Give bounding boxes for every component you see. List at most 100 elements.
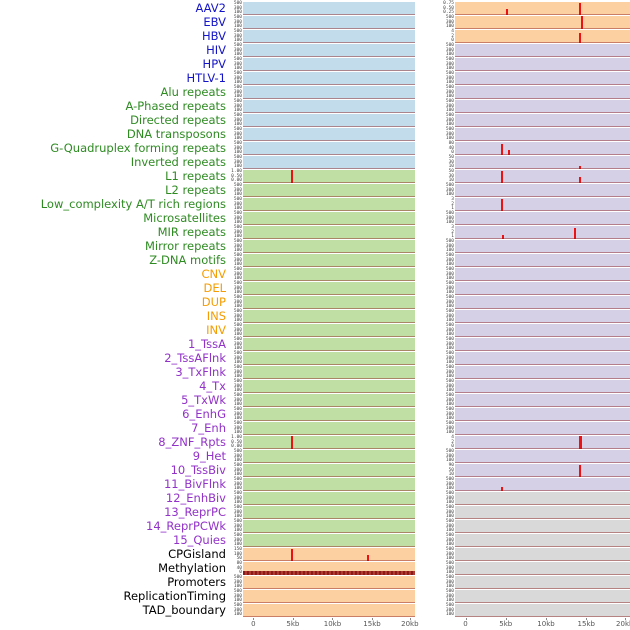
column-gap [415,478,441,491]
track-row-ins: INS 500 300 100 500 300 100 [0,309,630,323]
y-axis-right: 50 30 10 [441,169,455,183]
column-gap [415,380,441,393]
y-tick-label: 100 [233,416,242,421]
x-tick-label: 15kb [363,620,381,628]
y-tick-label: 300 [233,383,242,389]
column-gap [415,184,441,197]
y-tick-label: 500 [445,337,454,342]
y-axis-left: 1.00 0.50 0.00 [231,169,243,183]
signal-spike [579,33,582,43]
row-label: Mirror repeats [144,240,226,253]
column-gap [415,2,441,15]
x-tick-label: 10kb [537,620,555,628]
column-gap [415,408,441,421]
y-tick-label: 300 [445,481,454,487]
track-panel-right [455,380,630,393]
signal-spike [505,8,508,15]
y-tick-label: 100 [233,472,242,477]
y-tick-label: 100 [233,458,242,463]
column-gap [415,58,441,71]
y-tick-label: 100 [445,416,454,421]
y-axis-right: 500 300 100 [441,85,455,99]
y-tick-label: 300 [445,75,454,81]
y-tick-label: 300 [445,607,454,613]
y-tick-label: 1 [451,206,454,211]
track-panel-right [455,30,630,43]
y-tick-label: 100 [233,332,242,337]
y-tick-label: 300 [233,117,242,123]
y-tick-label: 100 [445,346,454,351]
y-axis-right: 500 300 100 [441,99,455,113]
track-panel-left [243,268,415,281]
y-axis-left: 500 300 100 [231,351,243,365]
y-tick-label: 100 [233,290,242,295]
axis-tick [586,618,588,620]
y-axis-left: 500 300 100 [231,253,243,267]
y-tick-label: 500 [445,477,454,482]
track-panel-left [243,184,415,197]
y-axis-left: 500 300 100 [231,15,243,29]
track-row-mirror-repeats: Mirror repeats 500 300 100 500 300 100 [0,239,630,253]
track-panel-right [455,240,630,253]
y-tick-label: 500 [233,505,242,510]
track-panel-left [243,114,415,127]
y-tick-label: 500 [233,99,242,104]
y-tick-label: 100 [233,10,242,15]
column-gap [415,394,441,407]
y-tick-label: 500 [233,85,242,90]
y-tick-label: 500 [233,463,242,468]
track-panel-left [243,562,415,575]
track-row-dup: DUP 500 300 100 500 300 100 [0,295,630,309]
y-tick-label: 100 [233,192,242,197]
track-row-3-txflnk: 3_TxFlnk 500 300 100 500 300 100 [0,365,630,379]
y-tick-label: 300 [445,369,454,375]
y-tick-label: 2 [451,229,454,235]
row-label: G-Quadruplex forming repeats [50,142,226,155]
track-panel-right [455,128,630,141]
row-label: MIR repeats [157,226,226,239]
column-gap [415,156,441,169]
row-label: Promoters [167,576,226,589]
column-gap [415,128,441,141]
y-tick-label: 100 [233,24,242,29]
y-tick-label: 100 [445,66,454,71]
y-tick-label: 500 [233,323,242,328]
y-tick-label: 100 [233,542,242,547]
y-tick-label: 300 [233,355,242,361]
y-tick-label: 500 [233,197,242,202]
y-tick-label: 300 [233,131,242,137]
track-panel-left [243,394,415,407]
track-panel-right [455,548,630,561]
track-panel-left [243,576,415,589]
y-axis-left: 500 300 100 [231,29,243,43]
track-row-6-enhg: 6_EnhG 500 300 100 500 300 100 [0,407,630,421]
y-tick-label: 500 [445,519,454,524]
y-axis-right: 500 300 100 [441,575,455,589]
track-panel-left [243,2,415,15]
y-axis-left: 500 300 100 [231,379,243,393]
signal-spike [500,143,503,155]
y-tick-label: 500 [233,211,242,216]
track-panel-left [243,72,415,85]
y-tick-label: 100 [445,248,454,253]
y-tick-label: 100 [445,584,454,589]
y-tick-label: 300 [233,257,242,263]
y-tick-label: 100 [233,234,242,239]
y-axis-right: 500 300 100 [441,183,455,197]
y-axis-left: 500 300 100 [231,463,243,477]
y-axis-left: 500 300 100 [231,141,243,155]
y-tick-label: 100 [445,332,454,337]
column-gap [415,310,441,323]
y-tick-label: 50 [448,467,454,473]
y-tick-label: 100 [445,556,454,561]
y-axis-right: 500 300 100 [441,57,455,71]
axis-spacer [415,618,441,630]
y-tick-label: 500 [445,15,454,20]
y-tick-label: 500 [445,267,454,272]
y-axis-right: 90 50 10 [441,463,455,477]
y-tick-label: 500 [233,589,242,594]
signal-spike [579,165,582,169]
track-row-l1-repeats: L1 repeats 1.00 0.50 0.00 50 30 10 [0,169,630,183]
x-tick-label: 15kb [577,620,595,628]
